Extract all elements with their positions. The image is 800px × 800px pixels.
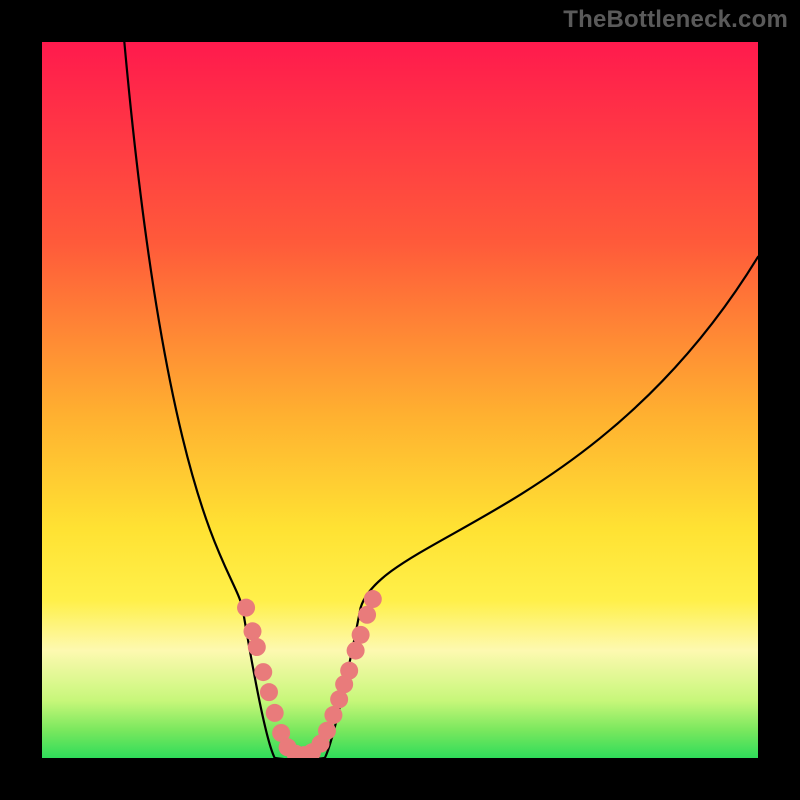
- data-dot: [364, 590, 382, 608]
- data-dot: [248, 638, 266, 656]
- data-dot: [324, 706, 342, 724]
- data-dot: [244, 622, 262, 640]
- data-dot: [266, 704, 284, 722]
- data-dot: [352, 626, 370, 644]
- bottleneck-curve-chart: [42, 42, 758, 758]
- watermark-text: TheBottleneck.com: [563, 6, 788, 34]
- data-dot: [340, 662, 358, 680]
- data-dot: [254, 663, 272, 681]
- data-dot: [358, 606, 376, 624]
- data-dot: [347, 642, 365, 660]
- data-dot: [318, 722, 336, 740]
- chart-container: TheBottleneck.com: [0, 0, 800, 800]
- plot-background: [42, 42, 758, 758]
- data-dot: [237, 599, 255, 617]
- data-dot: [260, 683, 278, 701]
